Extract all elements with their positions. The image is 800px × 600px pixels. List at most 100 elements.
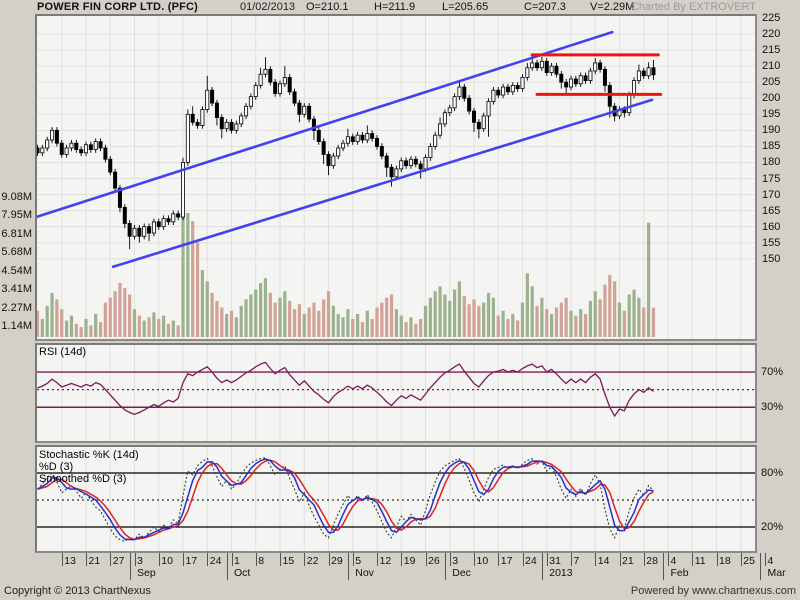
volume-bar <box>356 314 360 337</box>
volume-bar <box>472 299 476 337</box>
candle-body <box>481 115 486 130</box>
candle-body <box>602 68 607 86</box>
candle-body <box>253 85 258 98</box>
candle-body <box>137 227 142 237</box>
date-tick-mark <box>668 553 669 566</box>
price-volume-chart-panel[interactable] <box>35 14 757 341</box>
volume-bar <box>651 307 656 337</box>
volume-bar <box>45 305 49 337</box>
candlestick-chart[interactable] <box>37 16 755 339</box>
candle-body <box>292 91 297 104</box>
month-separator <box>226 553 228 580</box>
rsi-panel[interactable] <box>35 343 757 443</box>
volume-bar <box>351 318 355 337</box>
candle-body <box>573 78 578 85</box>
date-tick-mark <box>207 553 209 566</box>
candle-body <box>588 70 593 81</box>
price-axis-label: 160 <box>762 220 781 233</box>
copyright-text: Copyright © 2013 ChartNexus <box>4 585 151 597</box>
candle-body <box>54 129 59 144</box>
volume-bar <box>84 318 88 337</box>
date-tick-label: 5 <box>355 555 362 567</box>
price-axis-label: 200 <box>762 92 781 105</box>
volume-bar <box>389 294 394 337</box>
candle-body <box>505 86 510 93</box>
volume-bar <box>574 315 578 337</box>
date-tick-mark <box>377 553 378 566</box>
candle-body <box>132 227 137 237</box>
stochastic-panel[interactable] <box>35 445 757 553</box>
volume-bar <box>540 297 544 337</box>
volume-bar <box>142 320 146 337</box>
month-label: 2013 <box>549 567 573 579</box>
candle-body <box>263 68 268 75</box>
candle-body <box>98 141 103 149</box>
price-axis-label: 210 <box>762 60 781 73</box>
candle-body <box>45 139 50 149</box>
date-tick-mark <box>328 553 330 566</box>
rsi-chart[interactable] <box>37 345 755 441</box>
volume-axis-label: 2.27M <box>1 301 32 314</box>
candle-body <box>598 62 603 70</box>
date-tick-label: 17 <box>500 555 513 567</box>
candle-body <box>214 102 219 118</box>
volume-bar <box>312 302 316 337</box>
candle-body <box>336 147 341 157</box>
volume-bar <box>94 314 98 337</box>
volume-bar <box>511 314 515 337</box>
volume-bar <box>569 310 573 337</box>
volume-bar <box>530 286 534 337</box>
powered-by-link[interactable]: Powered by www.chartnexus.com <box>630 585 796 597</box>
date-tick-label: 19 <box>403 555 416 567</box>
date-tick-label: 22 <box>306 555 319 567</box>
volume-bar <box>380 302 384 337</box>
charted-by-credit: Charted By EXTROVERT <box>630 1 756 13</box>
candle-body <box>418 163 423 170</box>
date-tick-mark <box>522 553 524 566</box>
candle-body <box>277 83 282 94</box>
candle-body <box>307 105 312 120</box>
candle-body <box>302 105 307 115</box>
stoch-d-line <box>37 458 654 541</box>
candle-body <box>564 81 569 88</box>
date-tick-mark <box>498 553 500 566</box>
date-tick-label: 3 <box>137 555 143 567</box>
date-tick-label: 11 <box>694 555 706 567</box>
date-tick-mark <box>474 553 475 566</box>
stoch-smoothed-d-line <box>37 459 654 541</box>
candle-body <box>549 65 554 73</box>
candle-body <box>331 155 336 167</box>
candle-body <box>515 85 520 90</box>
date-tick-mark <box>619 553 621 566</box>
candle-body <box>185 113 190 163</box>
date-tick-mark <box>86 553 87 566</box>
quote-date: 01/02/2013 <box>240 1 296 13</box>
volume-bar <box>123 287 127 337</box>
month-separator <box>760 553 761 580</box>
volume-axis-label: 6.81M <box>1 227 32 240</box>
volume-bar <box>292 309 297 337</box>
volume-bar <box>647 222 651 337</box>
stochastic-chart[interactable] <box>37 447 755 551</box>
month-label: Feb <box>670 567 689 579</box>
rsi-title: RSI (14d) <box>39 346 87 358</box>
candle-body <box>117 187 122 208</box>
volume-bar <box>37 310 40 337</box>
date-tick-label: 18 <box>719 555 731 567</box>
volume-bar <box>453 289 457 337</box>
candle-body <box>59 142 64 155</box>
volume-bar <box>482 302 486 337</box>
date-tick-label: 21 <box>622 555 634 567</box>
volume-bar <box>637 297 641 337</box>
candle-body <box>646 67 651 77</box>
volume-bar <box>603 284 607 337</box>
candle-body <box>394 168 399 178</box>
date-tick-mark <box>425 553 427 566</box>
price-axis-label: 170 <box>762 188 781 201</box>
volume-bar <box>278 297 282 337</box>
candle-body <box>88 144 93 151</box>
volume-bar <box>438 286 442 337</box>
date-tick-mark <box>61 553 63 566</box>
volume-bar <box>181 190 185 337</box>
volume-bar <box>559 302 563 337</box>
